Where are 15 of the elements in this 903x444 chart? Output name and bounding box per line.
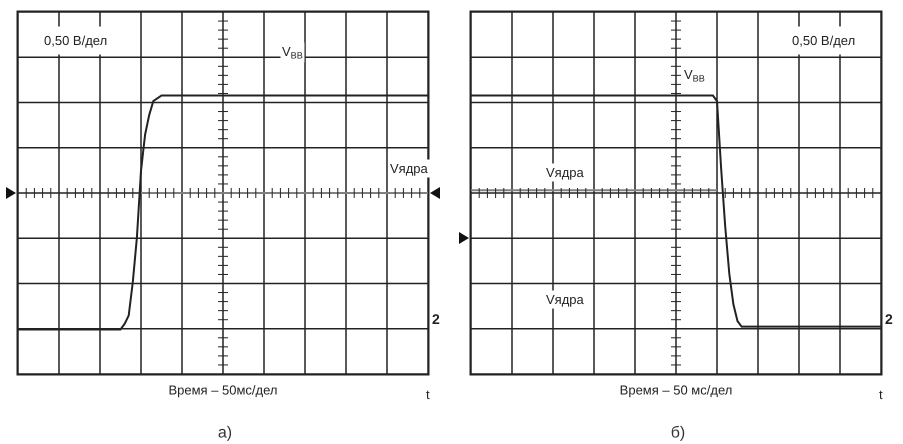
text: V$_{BB}$ bbox=[282, 44, 303, 61]
text: 2 bbox=[432, 311, 440, 327]
text: а) bbox=[218, 424, 232, 442]
text: t bbox=[879, 387, 883, 402]
text: 0,50 В/дел bbox=[792, 33, 856, 48]
annotation: Vядра bbox=[546, 292, 585, 307]
text: V$_{BB}$ bbox=[684, 67, 705, 84]
x-axis-title: Время – 50мс/дел bbox=[168, 382, 278, 398]
annotation: Vядра bbox=[546, 165, 585, 180]
annotation: Vядра bbox=[390, 161, 429, 176]
text: б) bbox=[670, 424, 686, 442]
text: t bbox=[426, 387, 430, 402]
x-axis-title: Время – 50 мс/дел bbox=[620, 382, 732, 398]
text: 0,50 В/дел bbox=[44, 33, 108, 48]
text: 2 bbox=[885, 311, 893, 327]
